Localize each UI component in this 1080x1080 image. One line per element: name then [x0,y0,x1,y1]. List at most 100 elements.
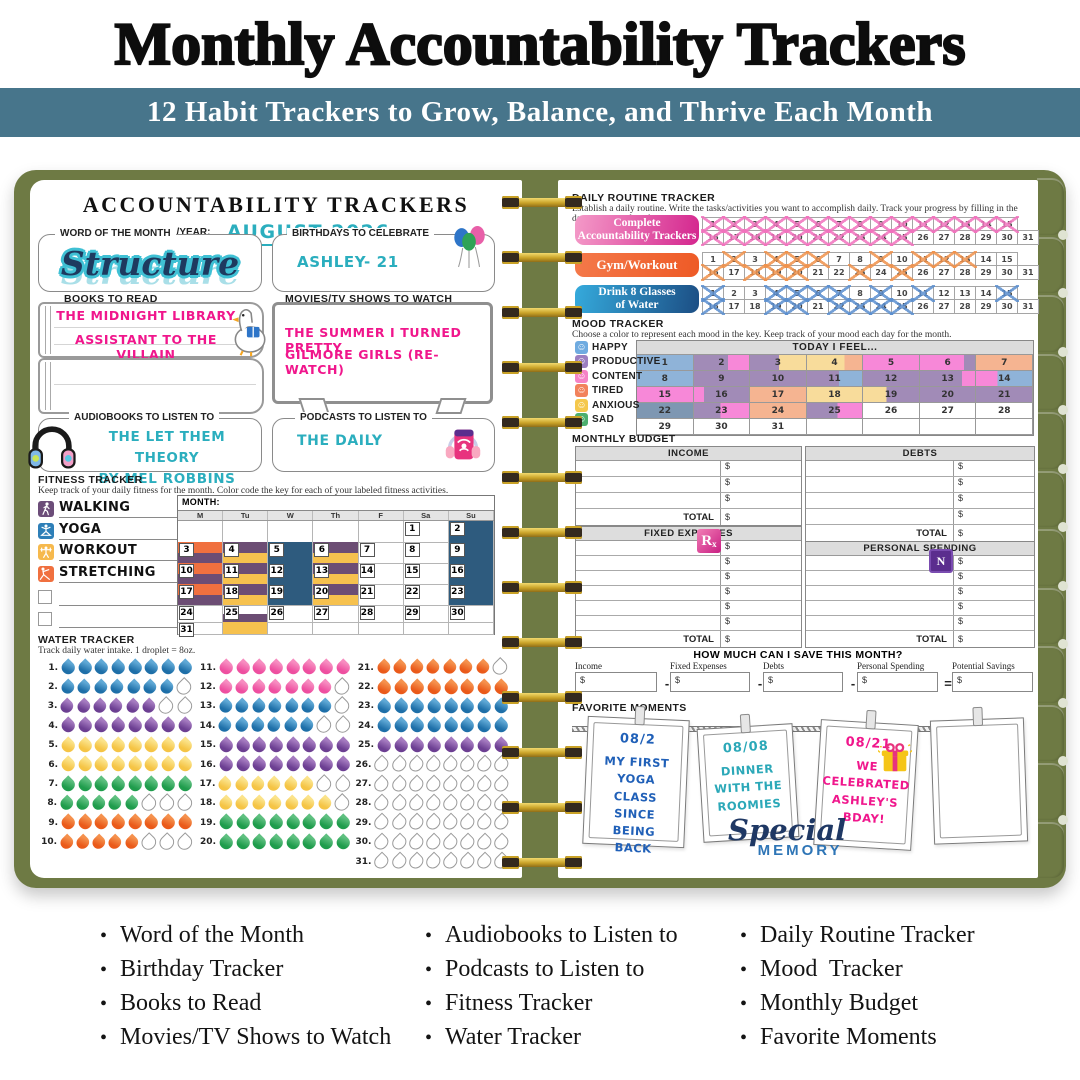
mood-day-cell: 3 [750,355,807,371]
water-droplet [267,736,286,754]
water-day-row: 23. [354,697,512,716]
budget-row-label [576,616,720,630]
save-field-label: Fixed Expenses [670,661,727,671]
routine-task-pill: Complete Accountability Trackers [575,215,699,245]
water-droplet [375,678,394,696]
water-day-number: 11. [200,662,216,673]
water-droplet [140,697,158,716]
budget-row: $ [806,509,1034,525]
budget-total-amount: $ [720,631,801,647]
routine-day-cell: 25 [890,264,914,281]
special-memory-stamp: Special MEMORY [728,816,846,860]
water-day-row: 18. [196,793,354,814]
water-droplet [217,697,235,716]
word-of-month-label: WORD OF THE MONTH [55,228,176,239]
crossed-day-x [953,216,977,233]
audiobook-entry-1: THE LET THEM THEORY [108,429,226,466]
routine-day-cell: 19 [764,229,788,246]
feature-label: Audiobooks to Listen to [445,922,678,948]
mood-subtitle: Choose a color to represent each mood in… [572,330,952,340]
water-day-number: 15. [200,740,216,751]
water-droplet [440,774,460,794]
mood-day-cell: 28 [976,403,1033,419]
fitness-key: WALKING YOGA WORKOUT STRETCHING [38,500,180,630]
water-day-number: 29. [355,817,372,828]
budget-row: $ [806,477,1034,493]
cover-tab [1037,353,1068,415]
save-field-label: Income [575,661,602,671]
bullet-dot: • [425,959,433,981]
crossed-day-x [911,216,935,233]
routine-task-pill: Drink 8 Glasses of Water [575,285,699,313]
water-droplet [442,736,460,754]
mood-day-cell: 13 [919,371,977,387]
crossed-day-x [848,298,872,315]
budget-row: $ [576,477,801,493]
water-droplet [141,678,160,696]
mood-day-cell: 31 [750,419,807,435]
crossed-day-x [701,216,725,233]
water-droplet [372,754,392,775]
water-droplet [389,813,409,833]
crossed-day-x [722,251,746,268]
budget-row-label [806,461,953,476]
water-droplet [442,716,460,735]
routine-day-cell: 30 [996,265,1018,280]
podcast-entry-1: THE DAILY [297,433,383,449]
save-field-box: $ [763,672,843,692]
water-droplet [440,832,460,852]
water-droplet [217,813,236,832]
bullet-dot: • [100,925,108,947]
crossed-day-x [806,229,830,246]
water-day-row: 17. [196,773,354,795]
routine-day-cell: 16 [701,229,725,246]
water-day-number: 10. [41,837,58,848]
mood-day-cell: 23 [693,403,751,419]
water-droplet [442,678,460,696]
clothesline [572,726,1022,732]
mood-day-cell: 10 [750,371,807,387]
day-number-chip: 16 [449,564,465,578]
activity-stripe-top [223,563,268,574]
mood-grid-row: 15 16 17 18 19 20 21 [637,387,1033,403]
water-droplet [106,794,125,812]
water-droplet [392,697,410,716]
water-droplet [233,716,251,735]
routine-day-cell: 22 [828,265,850,280]
water-droplet [156,832,177,853]
water-droplet [298,716,316,735]
save-title: HOW MUCH CAN I SAVE THIS MONTH? [693,649,903,661]
budget-row: $ [806,586,1034,601]
fitness-key-item: STRETCHING [38,565,180,583]
routine-day-cell: 17 [723,299,745,314]
feature-item: • Favorite Moments [740,1024,975,1058]
spiral-coil [502,196,582,209]
calendar-day-cell: 8 [403,542,449,564]
day-number-chip: 27 [314,606,330,620]
banner-subtitle: 12 Habit Trackers to Grow, Balance, and … [0,88,1080,137]
routine-day-cell: 6 [806,285,830,302]
crossed-day-x [764,298,788,315]
calendar-day-cell [268,622,314,635]
water-day-row: 25. [354,736,512,754]
spiral-coil [502,416,582,429]
water-droplet [159,755,178,774]
water-droplet [217,658,236,677]
crossed-day-x [785,264,809,281]
calendar-day-cell [223,521,269,543]
budget-row: $ [806,616,1034,631]
day-number-chip: 4 [224,543,240,557]
water-droplet [474,851,495,872]
routine-day-cell: 19 [764,298,788,315]
calendar-day-cell: 4 [223,542,269,564]
calendar-day-cell: 14 [358,563,404,585]
crossed-day-x [995,285,1019,302]
water-droplet [216,775,235,793]
water-droplet [406,832,426,852]
save-field-label: Personal Spending [857,661,925,671]
activity-stripe-bottom [313,573,358,584]
calendar-day-cell: 19 [268,584,314,606]
water-day-row: 15. [196,736,354,754]
water-day-number: 19. [200,817,216,828]
water-droplet [440,813,460,833]
